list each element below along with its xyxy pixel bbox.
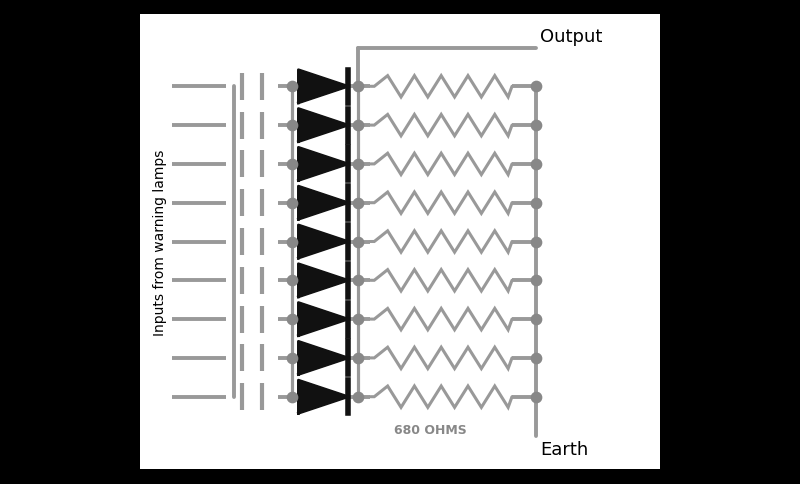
Point (286, 161, 298, 168)
Point (352, 238, 365, 246)
Point (352, 83, 365, 91)
Bar (140, 15, 660, 469)
Point (286, 277, 298, 285)
Point (530, 199, 542, 207)
Polygon shape (298, 187, 348, 220)
Text: Output: Output (540, 28, 602, 46)
Text: Earth: Earth (540, 440, 588, 458)
Point (530, 393, 542, 401)
Polygon shape (298, 380, 348, 413)
Point (352, 354, 365, 362)
Point (530, 122, 542, 130)
Polygon shape (298, 303, 348, 336)
Point (352, 122, 365, 130)
Point (286, 83, 298, 91)
Polygon shape (298, 264, 348, 297)
Polygon shape (298, 226, 348, 258)
Point (286, 393, 298, 401)
Polygon shape (298, 71, 348, 104)
Point (286, 354, 298, 362)
Polygon shape (298, 109, 348, 142)
Point (530, 238, 542, 246)
Polygon shape (298, 148, 348, 181)
Point (530, 277, 542, 285)
Point (352, 199, 365, 207)
Text: 680 OHMS: 680 OHMS (394, 424, 467, 437)
Point (286, 122, 298, 130)
Point (286, 199, 298, 207)
Point (352, 316, 365, 323)
Point (352, 277, 365, 285)
Point (530, 354, 542, 362)
Point (530, 316, 542, 323)
Point (352, 393, 365, 401)
Point (286, 316, 298, 323)
Point (530, 83, 542, 91)
Point (530, 161, 542, 168)
Point (352, 161, 365, 168)
Text: Inputs from warning lamps: Inputs from warning lamps (153, 149, 167, 335)
Point (286, 238, 298, 246)
Polygon shape (298, 342, 348, 375)
